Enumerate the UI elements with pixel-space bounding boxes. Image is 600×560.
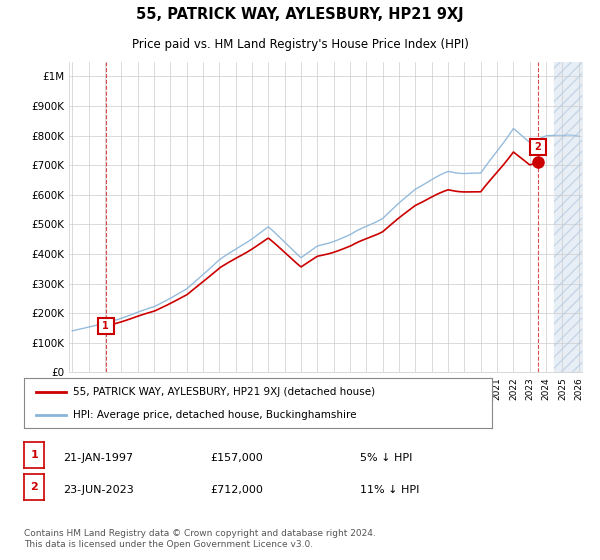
- Text: 2: 2: [534, 142, 541, 152]
- Text: 1: 1: [103, 321, 109, 331]
- Text: £157,000: £157,000: [210, 453, 263, 463]
- Text: 23-JUN-2023: 23-JUN-2023: [63, 485, 134, 495]
- Text: 11% ↓ HPI: 11% ↓ HPI: [360, 485, 419, 495]
- Text: £712,000: £712,000: [210, 485, 263, 495]
- Text: 55, PATRICK WAY, AYLESBURY, HP21 9XJ (detached house): 55, PATRICK WAY, AYLESBURY, HP21 9XJ (de…: [73, 386, 375, 396]
- Text: 2: 2: [31, 482, 38, 492]
- Text: 55, PATRICK WAY, AYLESBURY, HP21 9XJ: 55, PATRICK WAY, AYLESBURY, HP21 9XJ: [136, 7, 464, 21]
- Text: 1: 1: [31, 450, 38, 460]
- Text: 5% ↓ HPI: 5% ↓ HPI: [360, 453, 412, 463]
- Text: HPI: Average price, detached house, Buckinghamshire: HPI: Average price, detached house, Buck…: [73, 410, 356, 420]
- Text: Contains HM Land Registry data © Crown copyright and database right 2024.
This d: Contains HM Land Registry data © Crown c…: [24, 529, 376, 549]
- Text: Price paid vs. HM Land Registry's House Price Index (HPI): Price paid vs. HM Land Registry's House …: [131, 38, 469, 52]
- Text: 21-JAN-1997: 21-JAN-1997: [63, 453, 133, 463]
